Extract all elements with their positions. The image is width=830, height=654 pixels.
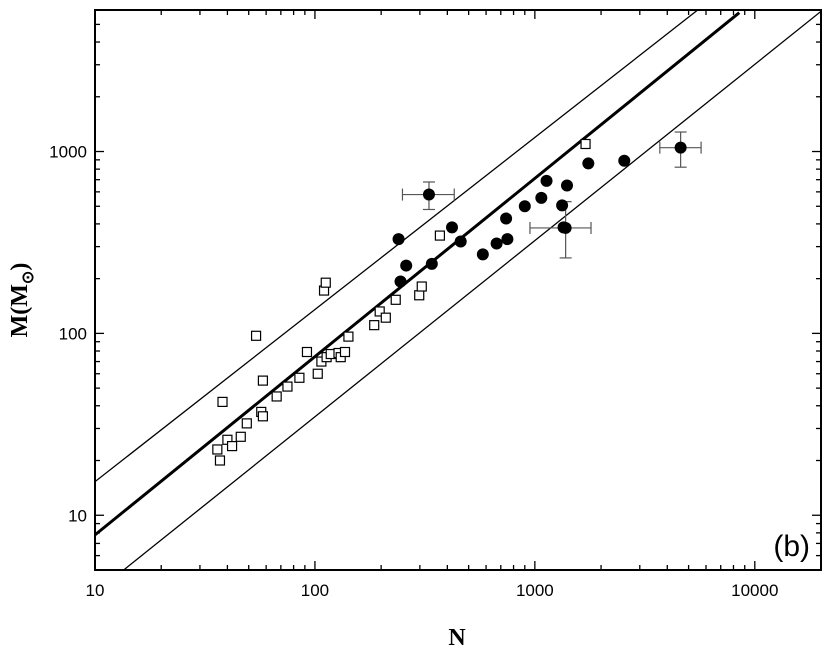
square-point [416, 281, 427, 292]
x-tick-label: 1000 [516, 581, 554, 600]
tick-labels: 10 100 1000 10000 10 100 1000 [49, 143, 778, 600]
y-tick-label: 100 [59, 324, 87, 343]
circle-point [394, 275, 407, 288]
square-point [271, 391, 282, 402]
circle-point [422, 188, 435, 201]
circle-point [392, 233, 405, 246]
square-point [217, 396, 228, 408]
y-tick-label: 1000 [49, 143, 87, 162]
error-bars [401, 131, 702, 259]
square-point [214, 455, 226, 466]
reference-lines [95, 10, 821, 570]
square-point [282, 381, 293, 392]
y-axis-label-group: M(M⊙) [7, 263, 37, 338]
square-point [580, 138, 591, 150]
square-point [257, 411, 269, 422]
square-point [257, 375, 269, 386]
x-tick-label: 10 [86, 581, 105, 600]
square-point [390, 294, 401, 305]
circle-point [400, 259, 413, 272]
square-point [369, 320, 380, 331]
panel-label: (b) [773, 530, 810, 563]
y-axis-label-close: ) [7, 263, 33, 271]
square-point [226, 441, 238, 452]
square-point [380, 312, 391, 323]
circle-point [582, 157, 595, 170]
data-points [212, 138, 687, 466]
square-point [374, 306, 385, 317]
square-point [250, 330, 262, 341]
circle-point [454, 235, 467, 248]
circle-point [446, 221, 459, 234]
circle-point [556, 199, 569, 212]
square-point [294, 372, 305, 383]
x-axis-label: N [448, 625, 466, 651]
fit-line [95, 11, 741, 537]
square-point [414, 290, 425, 301]
circle-point [540, 174, 553, 187]
circle-point [561, 179, 574, 192]
y-axis-label-subscript: ⊙ [20, 271, 37, 284]
bound-line-2 [123, 10, 821, 570]
bound-line-1 [95, 10, 699, 483]
x-tick-label: 10000 [731, 581, 778, 600]
circle-point [559, 221, 572, 234]
circle-point [535, 191, 548, 204]
y-axis-label-main: M(M [7, 284, 33, 337]
circle-point [518, 200, 531, 213]
y-axis-label: M(M⊙) [7, 263, 37, 338]
square-point [301, 346, 313, 358]
square-point [434, 230, 445, 241]
circle-point [425, 257, 438, 270]
axis-ticks [94, 9, 822, 571]
circle-point [501, 233, 514, 246]
square-point [312, 368, 323, 379]
x-tick-label: 100 [301, 581, 329, 600]
circle-point [490, 237, 503, 250]
square-point [241, 418, 252, 429]
circle-point [476, 248, 489, 261]
plot-frame [94, 9, 822, 571]
circle-point [500, 212, 513, 225]
square-point [212, 444, 223, 455]
circle-point [618, 154, 631, 167]
square-point [339, 346, 351, 358]
circle-point [674, 141, 687, 154]
square-point [320, 277, 331, 288]
y-tick-label: 10 [68, 506, 87, 525]
square-point [343, 331, 354, 342]
square-point [235, 431, 246, 442]
